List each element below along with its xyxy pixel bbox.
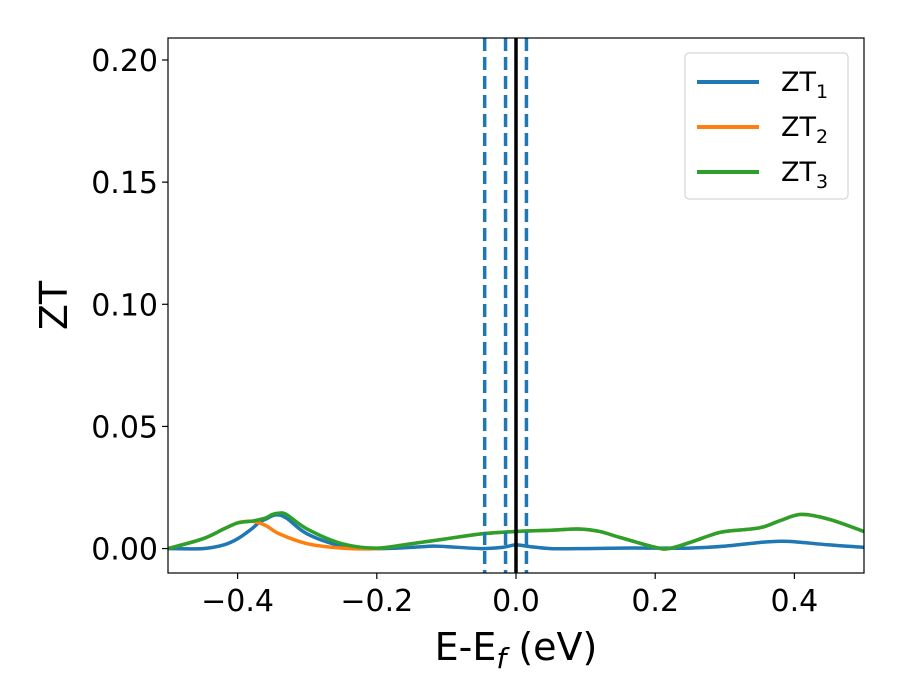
x-tick-label: 0.4 xyxy=(771,584,819,619)
x-axis-title-suffix: (eV) xyxy=(506,625,597,669)
y-axis-title: ZT xyxy=(32,280,76,330)
legend-box xyxy=(684,52,849,200)
legend-entry-zt3: ZT3 xyxy=(697,157,828,193)
x-axis-title: E-Ef (eV) xyxy=(435,625,598,675)
legend-label-zt1: ZT1 xyxy=(781,67,828,103)
legend-label-zt2: ZT2 xyxy=(781,112,828,148)
x-axis-title-main: E-E xyxy=(435,625,497,669)
vline-layer xyxy=(482,38,529,573)
legend-entry-zt1: ZT1 xyxy=(697,67,828,103)
x-tick-label: 0.0 xyxy=(492,584,540,619)
ticks-layer: −0.4 −0.2 0.0 0.2 0.4 0.00 0.05 0.10 0.15 0.20 xyxy=(91,44,818,619)
y-tick-label: 0.00 xyxy=(91,533,158,568)
y-tick-label: 0.15 xyxy=(91,166,158,201)
series-layer xyxy=(168,511,864,551)
x-tick-label: 0.2 xyxy=(631,584,679,619)
y-tick-label: 0.10 xyxy=(91,288,158,323)
legend-label-zt3: ZT3 xyxy=(781,157,828,193)
series-line-zt3 xyxy=(168,511,864,551)
x-tick-label: −0.2 xyxy=(340,584,413,619)
legend-entry-zt2: ZT2 xyxy=(697,112,828,148)
y-tick-label: 0.05 xyxy=(91,410,158,445)
y-tick-label: 0.20 xyxy=(91,44,158,79)
legend: ZT1 ZT2 ZT3 xyxy=(684,52,849,200)
x-tick-label: −0.4 xyxy=(201,584,274,619)
